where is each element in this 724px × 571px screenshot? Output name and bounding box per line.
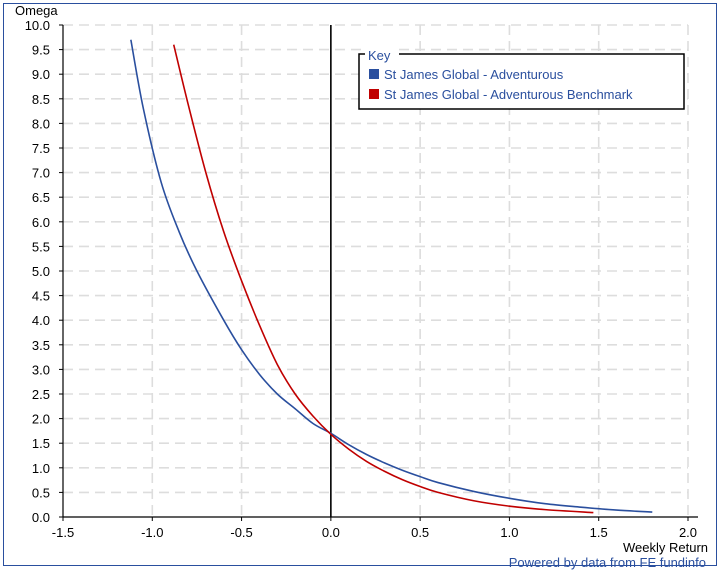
y-tick-label: 0.0: [32, 510, 50, 525]
series-lines: [131, 40, 652, 513]
credit-text: Powered by data from FE fundinfo: [509, 555, 706, 570]
y-tick-label: 8.5: [32, 92, 50, 107]
y-tick-label: 4.5: [32, 289, 50, 304]
x-tick-label: 0.5: [411, 525, 429, 540]
y-tick-label: 5.5: [32, 239, 50, 254]
legend-title: Key: [368, 48, 391, 63]
y-tick-label: 6.0: [32, 215, 50, 230]
x-tick-label: 1.5: [590, 525, 608, 540]
y-tick-label: 4.0: [32, 313, 50, 328]
y-tick-label: 2.5: [32, 387, 50, 402]
legend: Key St James Global - Adventurous St Jam…: [359, 48, 684, 109]
y-tick-label: 5.0: [32, 264, 50, 279]
x-tick-label: -0.5: [230, 525, 252, 540]
y-tick-label: 0.5: [32, 485, 50, 500]
y-tick-label: 9.0: [32, 67, 50, 82]
y-tick-label: 3.5: [32, 338, 50, 353]
series-line-1: [174, 45, 594, 513]
x-tick-label: 2.0: [679, 525, 697, 540]
y-tick-label: 1.0: [32, 461, 50, 476]
legend-label-adventurous: St James Global - Adventurous: [384, 67, 564, 82]
x-tick-label: 1.0: [500, 525, 518, 540]
legend-label-benchmark: St James Global - Adventurous Benchmark: [384, 87, 633, 102]
y-tick-label: 6.5: [32, 190, 50, 205]
y-tick-label: 7.0: [32, 166, 50, 181]
y-tick-label: 9.5: [32, 43, 50, 58]
series-line-0: [131, 40, 652, 512]
y-tick-label: 10.0: [25, 18, 50, 33]
y-tick-label: 3.0: [32, 362, 50, 377]
y-tick-label: 8.0: [32, 116, 50, 131]
x-tick-label: -1.0: [141, 525, 163, 540]
y-tick-label: 7.5: [32, 141, 50, 156]
y-axis-label: Omega: [15, 3, 58, 18]
x-axis-label: Weekly Return: [623, 540, 708, 555]
x-tick-label: 0.0: [322, 525, 340, 540]
y-tick-label: 2.0: [32, 412, 50, 427]
legend-swatch-adventurous: [369, 69, 379, 79]
y-tick-label: 1.5: [32, 436, 50, 451]
x-tick-label: -1.5: [52, 525, 74, 540]
legend-swatch-benchmark: [369, 89, 379, 99]
